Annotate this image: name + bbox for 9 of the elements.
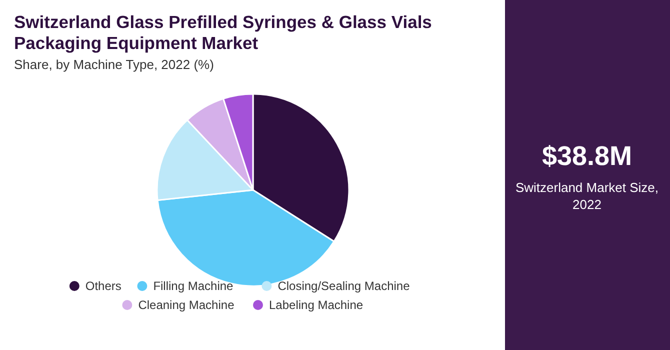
chart-subtitle: Share, by Machine Type, 2022 (%) xyxy=(14,57,214,72)
text: $38.8M xyxy=(542,141,632,171)
legend-label: Labeling Machine xyxy=(269,298,364,312)
legend-label: Cleaning Machine xyxy=(138,298,235,312)
legend-label: Filling Machine xyxy=(153,279,234,293)
legend-label: Closing/Sealing Machine xyxy=(278,279,410,293)
chart-title: Switzerland Glass Prefilled Syringes & Glass Vials Packaging Equipment Market xyxy=(14,12,432,53)
legend-label: Others xyxy=(85,279,122,293)
text: Switzerland Market Size, 2022 xyxy=(515,180,659,212)
